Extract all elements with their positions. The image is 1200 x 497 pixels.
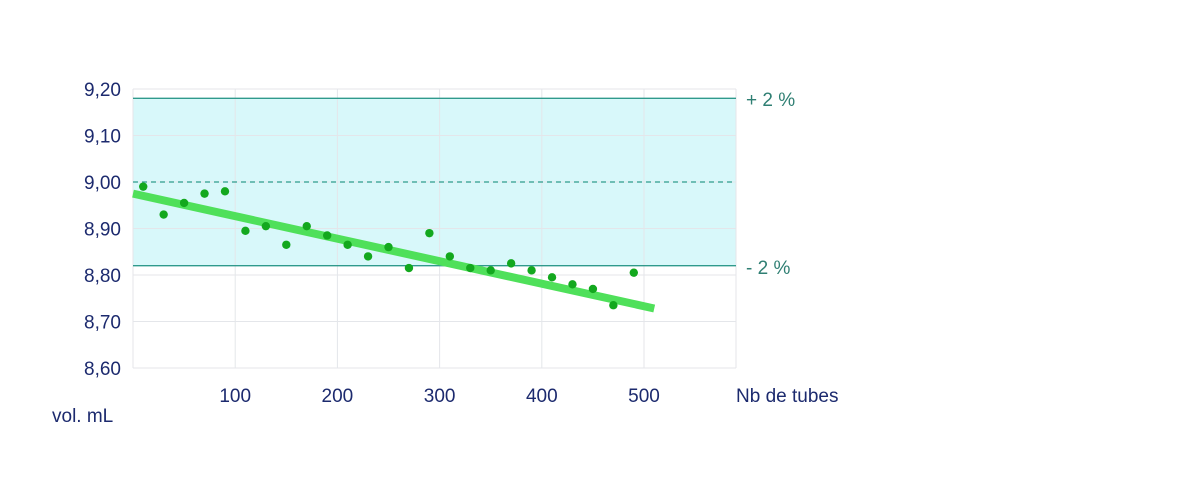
data-point <box>282 240 291 249</box>
x-tick-labels: 100 200 300 400 500 <box>219 386 660 407</box>
y-tick-label: 8,80 <box>84 266 121 287</box>
data-point <box>261 221 271 231</box>
y-axis-title: vol. mL <box>52 406 113 427</box>
data-point <box>139 182 148 191</box>
data-point <box>404 263 414 273</box>
data-point <box>486 266 495 275</box>
grid <box>132 88 737 369</box>
data-point <box>527 266 536 275</box>
data-point <box>425 228 434 238</box>
lower-limit-label: - 2 % <box>746 258 790 279</box>
data-point <box>629 268 638 277</box>
trend-line <box>132 189 656 313</box>
data-point <box>466 263 475 273</box>
y-tick-labels: 8,60 8,70 8,80 8,90 9,00 9,10 9,20 <box>84 80 121 380</box>
x-tick-label: 100 <box>219 386 251 407</box>
y-tick-label: 9,10 <box>84 127 121 148</box>
y-tick-label: 8,60 <box>84 359 121 380</box>
x-tick-label: 200 <box>322 386 354 407</box>
data-point <box>159 210 168 219</box>
y-tick-label: 9,20 <box>84 80 121 101</box>
data-point <box>322 231 332 240</box>
data-points <box>139 182 638 310</box>
data-point <box>179 198 189 208</box>
data-point <box>241 226 250 236</box>
x-tick-label: 500 <box>628 386 660 407</box>
upper-limit-label: + 2 % <box>746 90 795 111</box>
y-tick-label: 8,70 <box>84 313 121 334</box>
data-point <box>445 252 455 261</box>
y-tick-label: 9,00 <box>84 173 121 194</box>
data-point <box>220 187 230 196</box>
trend-line-path <box>132 189 656 313</box>
limit-lines <box>133 97 736 267</box>
x-axis-title: Nb de tubes <box>736 386 838 407</box>
data-point <box>384 242 393 252</box>
data-point <box>568 280 577 289</box>
data-point <box>302 221 311 231</box>
x-tick-label: 300 <box>424 386 456 407</box>
y-tick-label: 8,90 <box>84 220 121 241</box>
data-point <box>363 252 373 261</box>
data-point <box>547 273 557 282</box>
data-point <box>200 189 209 198</box>
data-point <box>588 284 598 294</box>
data-point <box>609 301 618 310</box>
data-point <box>506 259 516 268</box>
x-tick-label: 400 <box>526 386 558 407</box>
data-point <box>343 240 352 249</box>
